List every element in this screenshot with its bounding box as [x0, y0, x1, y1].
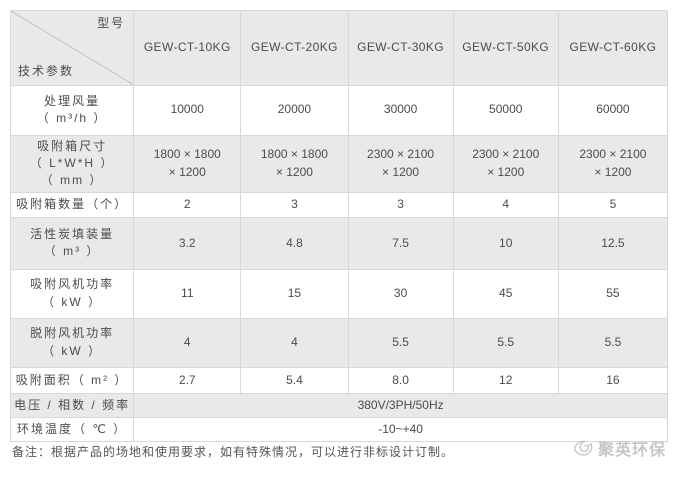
row-label: 吸附箱尺寸 （ L*W*H ） （ mm ）: [9, 134, 135, 193]
row-label: 吸附箱数量（个）: [9, 191, 135, 218]
corner-param-label: 技术参数: [18, 64, 75, 79]
row-label: 处理风量 （ m³/h ）: [9, 84, 135, 136]
table-row-ambient-temp: 环境温度（ ℃ ） -10~+40: [9, 416, 668, 442]
table-row-box-size: 吸附箱尺寸 （ L*W*H ） （ mm ） 1800 × 1800 × 120…: [9, 134, 669, 193]
cell-value: 11: [133, 268, 242, 319]
cell-value: 8.0: [347, 366, 454, 394]
cell-value: 3: [347, 191, 454, 218]
table-row-carbon-fill: 活性炭填装量 （ m³ ） 3.2 4.8 7.5 10 12.5: [9, 216, 669, 270]
column-header-model-2: GEW-CT-20KG: [240, 10, 349, 86]
column-header-model-5: GEW-CT-60KG: [557, 10, 669, 86]
brand-bird-icon: [574, 440, 593, 456]
column-header-model-4: GEW-CT-50KG: [452, 10, 559, 86]
cell-value: 30: [347, 268, 454, 319]
cell-value: 2: [133, 191, 242, 218]
cell-value: 5.5: [557, 317, 669, 368]
cell-value: 4: [240, 317, 349, 368]
brand-name: 聚英环保: [597, 442, 666, 459]
cell-value: 2300 × 2100 × 1200: [557, 134, 669, 193]
spec-table: 型号 技术参数 GEW-CT-10KG GEW-CT-20KG GEW-CT-3…: [9, 10, 669, 442]
cell-value: 60000: [557, 84, 669, 136]
cell-value: 5: [557, 191, 669, 218]
cell-value: 2300 × 2100 × 1200: [452, 134, 559, 193]
cell-value: 50000: [452, 84, 559, 136]
cell-value: 30000: [347, 84, 454, 136]
cell-value: 4: [133, 317, 242, 368]
cell-value: 10: [452, 216, 559, 270]
table-row-adsorb-area: 吸附面积（ m² ） 2.7 5.4 8.0 12 16: [9, 366, 669, 394]
cell-value: 45: [452, 268, 559, 319]
cell-value: 7.5: [347, 216, 454, 270]
cell-value: 3.2: [133, 216, 242, 270]
cell-value: 20000: [240, 84, 349, 136]
brand-watermark: 聚英环保: [572, 436, 666, 460]
cell-value: 5.4: [240, 366, 349, 394]
cell-value: 55: [557, 268, 669, 319]
column-header-model-3: GEW-CT-30KG: [347, 10, 454, 86]
cell-value: 4.8: [240, 216, 349, 270]
cell-value: 1800 × 1800 × 1200: [133, 134, 242, 193]
cell-value: 12: [452, 366, 559, 394]
row-label: 吸附面积（ m² ）: [9, 366, 135, 394]
row-label: 电压 / 相数 / 频率: [9, 392, 135, 418]
corner-model-label: 型号: [97, 16, 126, 30]
column-header-model-1: GEW-CT-10KG: [133, 10, 242, 86]
table-row-adsorb-fan-power: 吸附风机功率 （ kW ） 11 15 30 45 55: [9, 268, 669, 319]
cell-value: 16: [557, 366, 669, 394]
cell-value: 10000: [133, 84, 242, 136]
table-row-box-count: 吸附箱数量（个） 2 3 3 4 5: [9, 191, 669, 218]
row-label: 环境温度（ ℃ ）: [9, 416, 135, 442]
remark-note: 备注：根据产品的场地和使用要求，如有特殊情况，可以进行非标设计订制。: [12, 445, 455, 459]
cell-value: 5.5: [452, 317, 559, 368]
cell-value: 1800 × 1800 × 1200: [240, 134, 349, 193]
table-row-air-volume: 处理风量 （ m³/h ） 10000 20000 30000 50000 60…: [9, 84, 669, 136]
cell-merged-value: 380V/3PH/50Hz: [133, 392, 668, 418]
cell-value: 2.7: [133, 366, 242, 394]
row-label: 活性炭填装量 （ m³ ）: [9, 216, 135, 270]
row-label: 脱附风机功率 （ kW ）: [9, 317, 135, 368]
cell-merged-value: -10~+40: [133, 416, 668, 442]
cell-value: 2300 × 2100 × 1200: [347, 134, 454, 193]
cell-value: 3: [240, 191, 349, 218]
diagonal-divider: [11, 11, 133, 85]
cell-value: 12.5: [557, 216, 669, 270]
cell-value: 5.5: [347, 317, 454, 368]
corner-header-cell: 型号 技术参数: [9, 10, 135, 86]
table-row-desorb-fan-power: 脱附风机功率 （ kW ） 4 4 5.5 5.5 5.5: [9, 317, 669, 368]
header-row: 型号 技术参数 GEW-CT-10KG GEW-CT-20KG GEW-CT-3…: [9, 10, 669, 86]
table-row-voltage: 电压 / 相数 / 频率 380V/3PH/50Hz: [9, 392, 668, 418]
cell-value: 4: [452, 191, 559, 218]
cell-value: 15: [240, 268, 349, 319]
row-label: 吸附风机功率 （ kW ）: [9, 268, 135, 319]
